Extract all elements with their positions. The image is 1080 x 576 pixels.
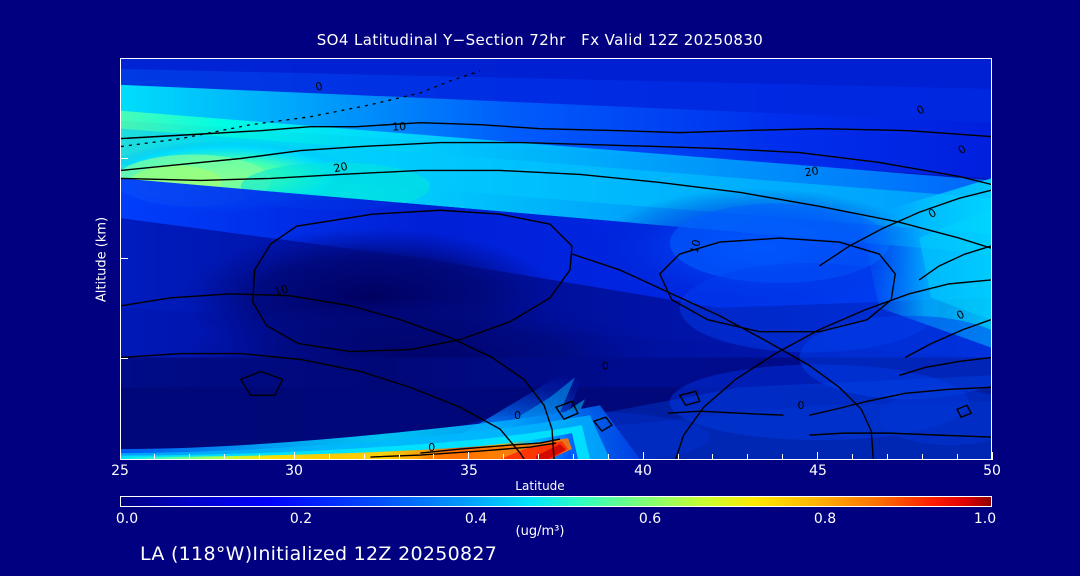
x-tickmark-minor xyxy=(189,454,191,459)
colorbar-units-label: (ug/m³) xyxy=(515,524,565,539)
y-tickmark xyxy=(120,358,128,359)
contour-label: 10 xyxy=(392,120,407,134)
colorbar-tick-label: 0.0 xyxy=(115,511,139,527)
x-tickmark-minor xyxy=(154,454,156,459)
colorbar-gradient xyxy=(121,497,991,506)
x-tickmark-minor xyxy=(503,454,505,459)
contour-lines xyxy=(121,70,991,459)
x-tickmark-minor xyxy=(398,454,400,459)
x-tickmark-minor xyxy=(572,454,574,459)
plot-svg: 10 20 20 10 10 0 0 0 0 0 0 0 0 0 xyxy=(121,59,991,459)
x-tick-label: 35 xyxy=(460,463,478,479)
x-tick-label: 30 xyxy=(285,463,303,479)
contour-label: 10 xyxy=(688,238,704,254)
contour-label: 20 xyxy=(332,160,348,176)
y-tickmark xyxy=(120,158,128,159)
chart-title: SO4 Latitudinal Y−Section 72hr Fx Valid … xyxy=(316,31,764,49)
contour-label: 0 xyxy=(514,409,521,422)
x-tickmark-minor xyxy=(886,454,888,459)
x-tickmark-minor xyxy=(712,454,714,459)
x-tick-label: 40 xyxy=(634,463,652,479)
shaded-field xyxy=(121,59,991,459)
colorbar-tick-label: 0.2 xyxy=(289,511,313,527)
y-tickmark xyxy=(120,58,128,59)
x-axis-label: Latitude xyxy=(515,479,565,493)
x-tickmark-major xyxy=(119,452,121,460)
contour-label: 0 xyxy=(314,79,324,93)
x-tickmark-minor xyxy=(363,454,365,459)
x-tickmark-minor xyxy=(851,454,853,459)
x-tickmark-minor xyxy=(259,454,261,459)
colorbar-tick-label: 0.8 xyxy=(813,511,837,527)
colorbar-tick-label: 0.4 xyxy=(464,511,488,527)
contour-label: 20 xyxy=(804,164,820,179)
y-tickmark xyxy=(120,258,128,259)
x-tickmark-minor xyxy=(956,454,958,459)
x-tickmark-major xyxy=(991,452,993,460)
x-tickmark-minor xyxy=(782,454,784,459)
footer-caption: LA (118°W)Initialized 12Z 20250827 xyxy=(140,543,498,565)
x-tickmark-minor xyxy=(921,454,923,459)
contour-label: 0 xyxy=(602,359,609,372)
x-tick-label: 50 xyxy=(983,463,1001,479)
x-tickmark-major xyxy=(817,452,819,460)
contour-label: 10 xyxy=(273,282,290,298)
x-tickmark-major xyxy=(293,452,295,460)
x-tick-label: 45 xyxy=(809,463,827,479)
x-tickmark-minor xyxy=(538,454,540,459)
contour-label: 0 xyxy=(797,399,804,412)
x-tickmark-minor xyxy=(433,454,435,459)
y-axis-label: Altitude (km) xyxy=(94,216,110,303)
x-tickmark-major xyxy=(642,452,644,460)
contour-label: 0 xyxy=(428,441,435,454)
x-tickmark-minor xyxy=(747,454,749,459)
plot-area: 10 20 20 10 10 0 0 0 0 0 0 0 0 0 xyxy=(120,58,992,460)
colorbar-tick-label: 0.6 xyxy=(638,511,662,527)
x-tickmark-minor xyxy=(607,454,609,459)
contour-labels: 10 20 20 10 10 0 0 0 0 0 0 0 0 0 xyxy=(273,79,969,454)
colorbar xyxy=(120,496,992,507)
x-tickmark-minor xyxy=(224,454,226,459)
x-tickmark-minor xyxy=(677,454,679,459)
x-tickmark-minor xyxy=(328,454,330,459)
x-tick-label: 25 xyxy=(111,463,129,479)
colorbar-tick-label: 1.0 xyxy=(973,511,997,527)
x-tickmark-major xyxy=(468,452,470,460)
